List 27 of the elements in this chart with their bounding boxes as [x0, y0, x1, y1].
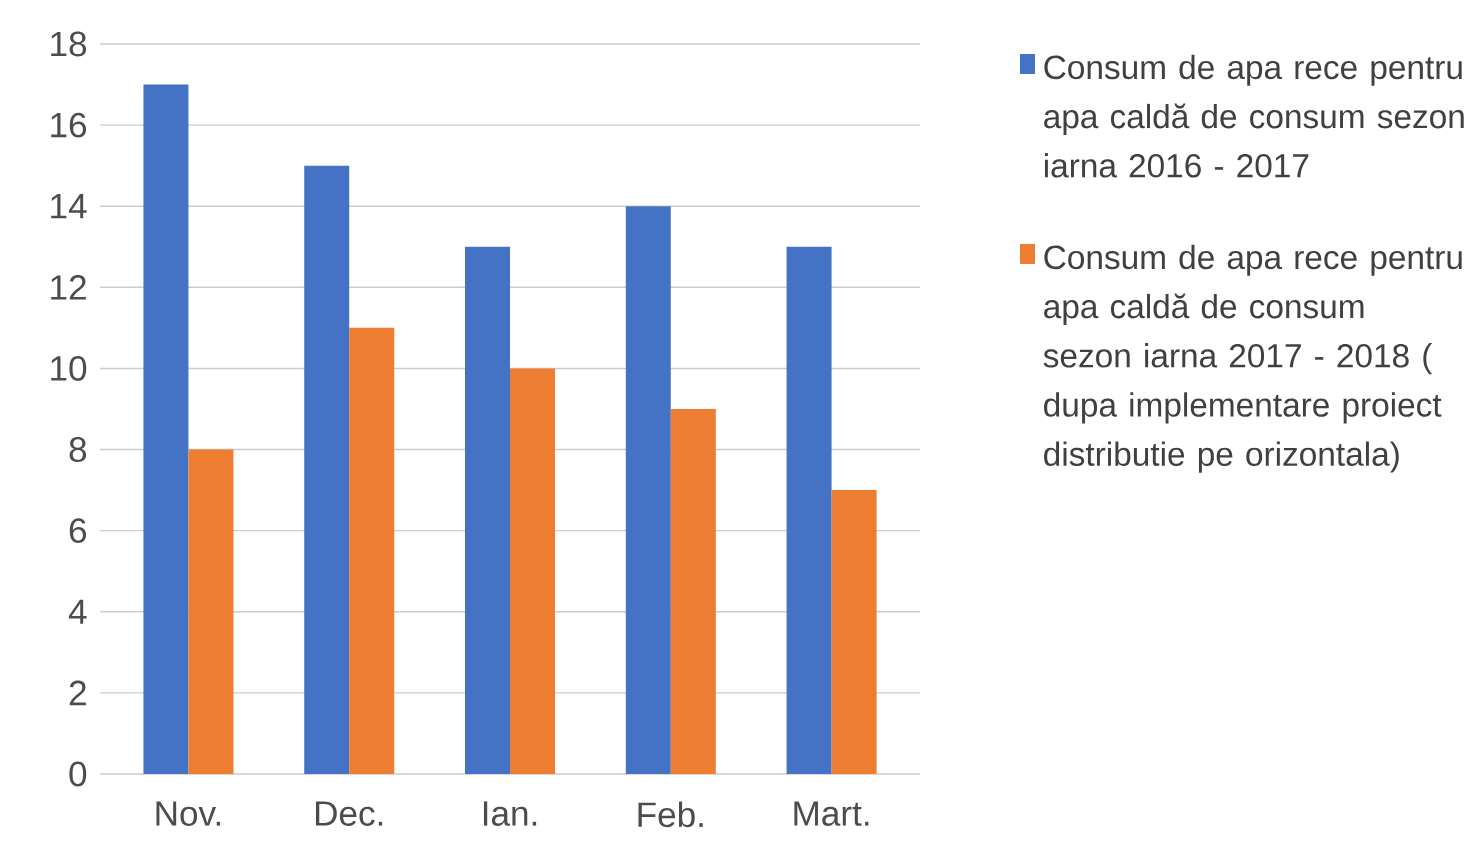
y-tick-label: 12 [51, 275, 86, 300]
bar [465, 246, 511, 774]
bar [143, 84, 189, 774]
bar [188, 449, 234, 774]
bar [831, 490, 877, 774]
y-tick-label: 18 [51, 31, 87, 57]
y-tick-label: 16 [51, 112, 87, 138]
bar [304, 165, 350, 774]
y-tick-label: 2 [69, 680, 86, 706]
y-tick-label: 8 [69, 437, 87, 462]
bar [670, 408, 716, 774]
x-tick-label: Feb. [638, 801, 703, 828]
legend-label: Consum de apa rece pentru apa caldă de consum sezon iarna 2017 - 2018 ( dupa implementare proiect distributie pe orizontala) [1043, 244, 1462, 473]
x-tick-label: Dec. [315, 801, 383, 826]
bar [625, 206, 671, 774]
y-tick-label: 4 [68, 599, 87, 624]
legend-label: Consum de apa rece pentru apa caldă de consum sezon iarna 2016 - 2017 [1044, 54, 1464, 178]
bar [349, 327, 395, 774]
x-tick-label: Nov. [156, 801, 221, 826]
y-tick-label: 10 [51, 356, 87, 381]
x-tick-label: Mart. [794, 801, 869, 826]
bar [510, 368, 556, 774]
y-tick-label: 6 [69, 518, 87, 544]
y-tick-label: 0 [69, 761, 87, 787]
y-tick-label: 14 [51, 194, 87, 219]
x-tick-label: Ian. [483, 801, 537, 826]
bar [786, 246, 832, 774]
